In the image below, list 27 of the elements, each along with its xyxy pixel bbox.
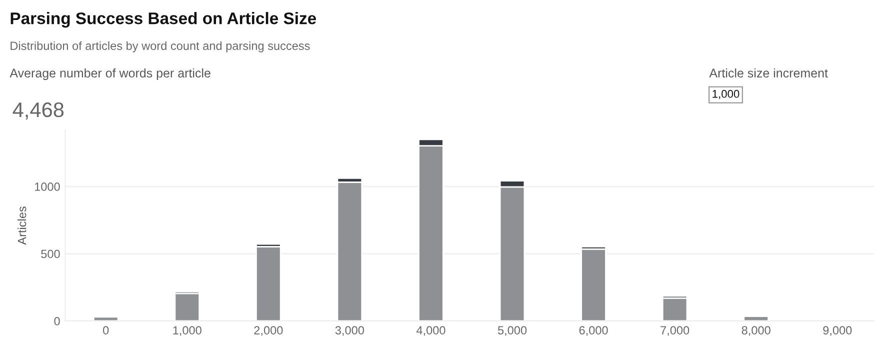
bar <box>580 248 606 321</box>
x-tick-label: 9,000 <box>823 326 852 336</box>
text: Article size increment <box>709 68 828 78</box>
y-tick-label: 1000 <box>34 182 60 191</box>
bar <box>662 297 688 321</box>
text: 1,000 <box>712 90 740 100</box>
y-tick-label: 500 <box>41 250 60 258</box>
chart-title: Parsing Success Based on Article Size <box>10 12 316 28</box>
bar <box>174 292 200 321</box>
x-tick-label: 5,000 <box>498 326 527 336</box>
bar <box>92 316 119 321</box>
x-tick-label: 4,000 <box>416 326 446 336</box>
y-tick-label: 0 <box>54 316 60 326</box>
y-axis-title: Articles <box>18 206 26 245</box>
bar <box>336 182 363 321</box>
chart-subtitle: Distribution of articles by word count and parsing success <box>10 41 310 52</box>
text: Average number of words per article <box>10 68 210 80</box>
x-tick-label: 7,000 <box>660 326 690 336</box>
x-tick-label: 6,000 <box>579 326 608 336</box>
bar <box>256 246 282 321</box>
x-tick-label: 3,000 <box>335 326 364 336</box>
x-tick-label: 8,000 <box>742 326 770 336</box>
text: 4,468 <box>12 102 64 120</box>
x-tick-label: 0 <box>103 326 109 334</box>
bar <box>743 316 769 321</box>
x-tick-label: 2,000 <box>254 326 283 336</box>
x-tick-label: 1,000 <box>173 326 202 336</box>
